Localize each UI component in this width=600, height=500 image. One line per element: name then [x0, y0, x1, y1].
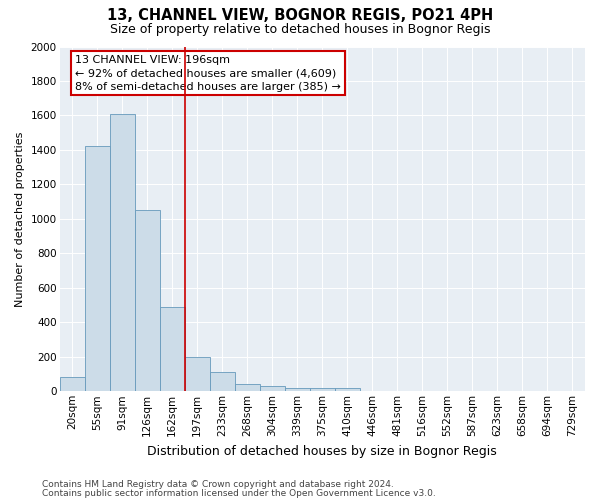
- Bar: [59, 376, 85, 392]
- Text: Contains public sector information licensed under the Open Government Licence v3: Contains public sector information licen…: [42, 488, 436, 498]
- Bar: [310, 388, 335, 392]
- Text: 13, CHANNEL VIEW, BOGNOR REGIS, PO21 4PH: 13, CHANNEL VIEW, BOGNOR REGIS, PO21 4PH: [107, 8, 493, 22]
- Bar: [110, 114, 134, 392]
- Bar: [185, 357, 210, 392]
- Bar: [160, 307, 185, 392]
- Bar: [210, 372, 235, 392]
- Bar: [335, 388, 360, 392]
- Text: 13 CHANNEL VIEW: 196sqm
← 92% of detached houses are smaller (4,609)
8% of semi-: 13 CHANNEL VIEW: 196sqm ← 92% of detache…: [76, 55, 341, 92]
- Y-axis label: Number of detached properties: Number of detached properties: [15, 131, 25, 306]
- Text: Size of property relative to detached houses in Bognor Regis: Size of property relative to detached ho…: [110, 22, 490, 36]
- Bar: [285, 388, 310, 392]
- Text: Contains HM Land Registry data © Crown copyright and database right 2024.: Contains HM Land Registry data © Crown c…: [42, 480, 394, 489]
- Bar: [134, 210, 160, 392]
- X-axis label: Distribution of detached houses by size in Bognor Regis: Distribution of detached houses by size …: [148, 444, 497, 458]
- Bar: [85, 146, 110, 392]
- Bar: [260, 386, 285, 392]
- Bar: [235, 384, 260, 392]
